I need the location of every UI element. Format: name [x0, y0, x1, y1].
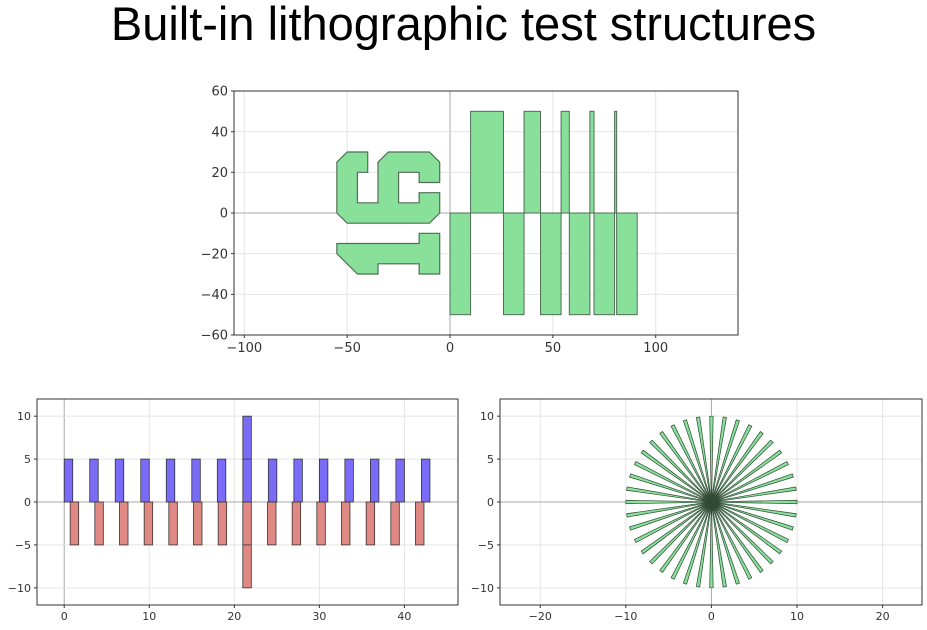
red-vernier-bar: [291, 501, 302, 546]
axes-frame: [36, 398, 459, 606]
y-tick-label: 40: [211, 125, 228, 140]
red-vernier-bar: [415, 501, 425, 546]
y-tick-label: 0: [24, 496, 31, 509]
axes-frame: [499, 398, 923, 606]
grating-bar: [540, 212, 562, 316]
blue-vernier-bar: [63, 458, 74, 503]
red-vernier-bar: [267, 501, 277, 546]
digit-6-shape: [336, 151, 441, 224]
starburst-spoke: [710, 449, 783, 503]
y-tick-label: −10: [8, 582, 31, 595]
y-tick-label: −60: [201, 329, 228, 344]
y-tick-label: 10: [17, 410, 31, 423]
grating-bar: [593, 212, 616, 316]
x-tick-label: 20: [876, 610, 890, 623]
red-vernier-bar: [316, 501, 326, 546]
x-tick-label: 50: [545, 341, 562, 356]
x-tick-label: 100: [643, 341, 668, 356]
grating-bar: [614, 110, 618, 214]
y-tick-label: 60: [211, 85, 228, 100]
red-vernier-bar: [69, 501, 80, 546]
starburst-spoke: [625, 499, 712, 505]
blue-vernier-bar: [421, 458, 431, 503]
x-tick-label: −10: [614, 610, 637, 623]
red-vernier-bar: [193, 501, 203, 546]
grating-bar: [449, 212, 472, 316]
blue-vernier-bar: [89, 458, 99, 503]
x-tick-label: 0: [708, 610, 715, 623]
starburst-spoke: [710, 501, 764, 573]
starburst-spoke: [711, 501, 797, 518]
grating-bar: [560, 110, 570, 214]
grating-bar: [568, 212, 591, 316]
starburst-spoke: [640, 501, 713, 555]
grating-bar: [616, 212, 638, 316]
red-vernier-bar: [390, 501, 400, 546]
starburst-spoke: [640, 449, 713, 503]
blue-vernier-bar: [395, 458, 405, 503]
y-tick-label: 0: [220, 207, 228, 222]
x-tick-label: −50: [333, 341, 360, 356]
x-tick-label: 30: [312, 610, 326, 623]
x-tick-label: 10: [142, 610, 156, 623]
x-tick-label: 40: [397, 610, 411, 623]
starburst-spoke: [711, 499, 798, 505]
starburst-spoke: [709, 415, 714, 503]
x-tick-label: 20: [227, 610, 241, 623]
y-tick-label: 0: [487, 496, 494, 509]
starburst-spoke: [659, 431, 713, 503]
y-tick-label: −5: [478, 539, 494, 552]
y-tick-label: −40: [201, 288, 228, 303]
y-tick-label: 20: [211, 166, 228, 181]
x-tick-label: 10: [790, 610, 804, 623]
starburst-spoke: [710, 501, 783, 555]
y-tick-label: −5: [15, 539, 31, 552]
red-vernier-bar: [119, 501, 129, 546]
y-tick-label: −10: [471, 582, 494, 595]
y-tick-label: 5: [24, 453, 31, 466]
x-tick-label: −100: [226, 341, 262, 356]
red-vernier-bar: [94, 501, 104, 546]
starburst-spoke: [659, 501, 713, 573]
axes-frame: [233, 90, 739, 336]
slide-title: Built-in lithographic test structures: [110, 0, 817, 50]
red-vernier-bar: [168, 501, 178, 546]
red-vernier-bar: [341, 501, 351, 546]
red-vernier-bar: [217, 501, 228, 546]
y-tick-label: −20: [201, 247, 228, 262]
starburst-spoke: [710, 431, 764, 503]
y-tick-label: 10: [480, 410, 494, 423]
x-tick-label: 0: [446, 341, 454, 356]
red-vernier-bar: [365, 501, 376, 546]
grating-bar: [502, 212, 525, 316]
digit-1-shape: [336, 232, 441, 275]
grating-bar: [523, 110, 542, 214]
grating-bar: [589, 110, 595, 214]
grating-bar: [470, 110, 504, 214]
starburst-spoke: [709, 501, 714, 589]
y-tick-label: 5: [487, 453, 494, 466]
x-tick-label: 0: [61, 610, 68, 623]
red-vernier-bar: [143, 501, 154, 546]
x-tick-label: −20: [529, 610, 552, 623]
